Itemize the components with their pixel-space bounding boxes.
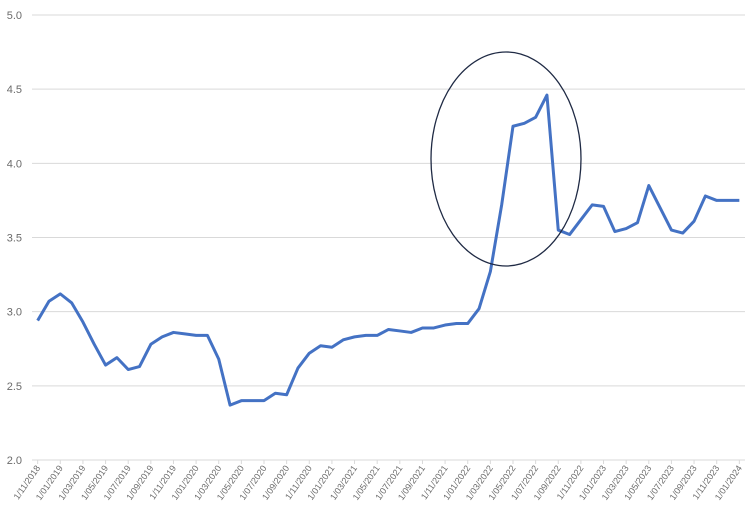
highlight-ellipse <box>431 52 581 266</box>
y-tick-label: 3.0 <box>7 307 22 319</box>
series-path <box>38 95 740 405</box>
x-axis-ticks: 1/11/20181/01/20191/03/20191/05/20191/07… <box>12 460 744 502</box>
y-tick-label: 2.0 <box>7 455 22 467</box>
series-line <box>38 95 740 405</box>
y-tick-label: 3.5 <box>7 233 22 245</box>
y-tick-label: 4.5 <box>7 84 22 96</box>
y-tick-label: 4.0 <box>7 158 22 170</box>
annotation <box>431 52 581 266</box>
y-axis-ticks: 2.0 2.5 3.0 3.5 4.0 4.5 5.0 <box>7 10 22 467</box>
gridlines <box>32 15 745 460</box>
y-tick-label: 5.0 <box>7 10 22 22</box>
y-tick-label: 2.5 <box>7 381 22 393</box>
